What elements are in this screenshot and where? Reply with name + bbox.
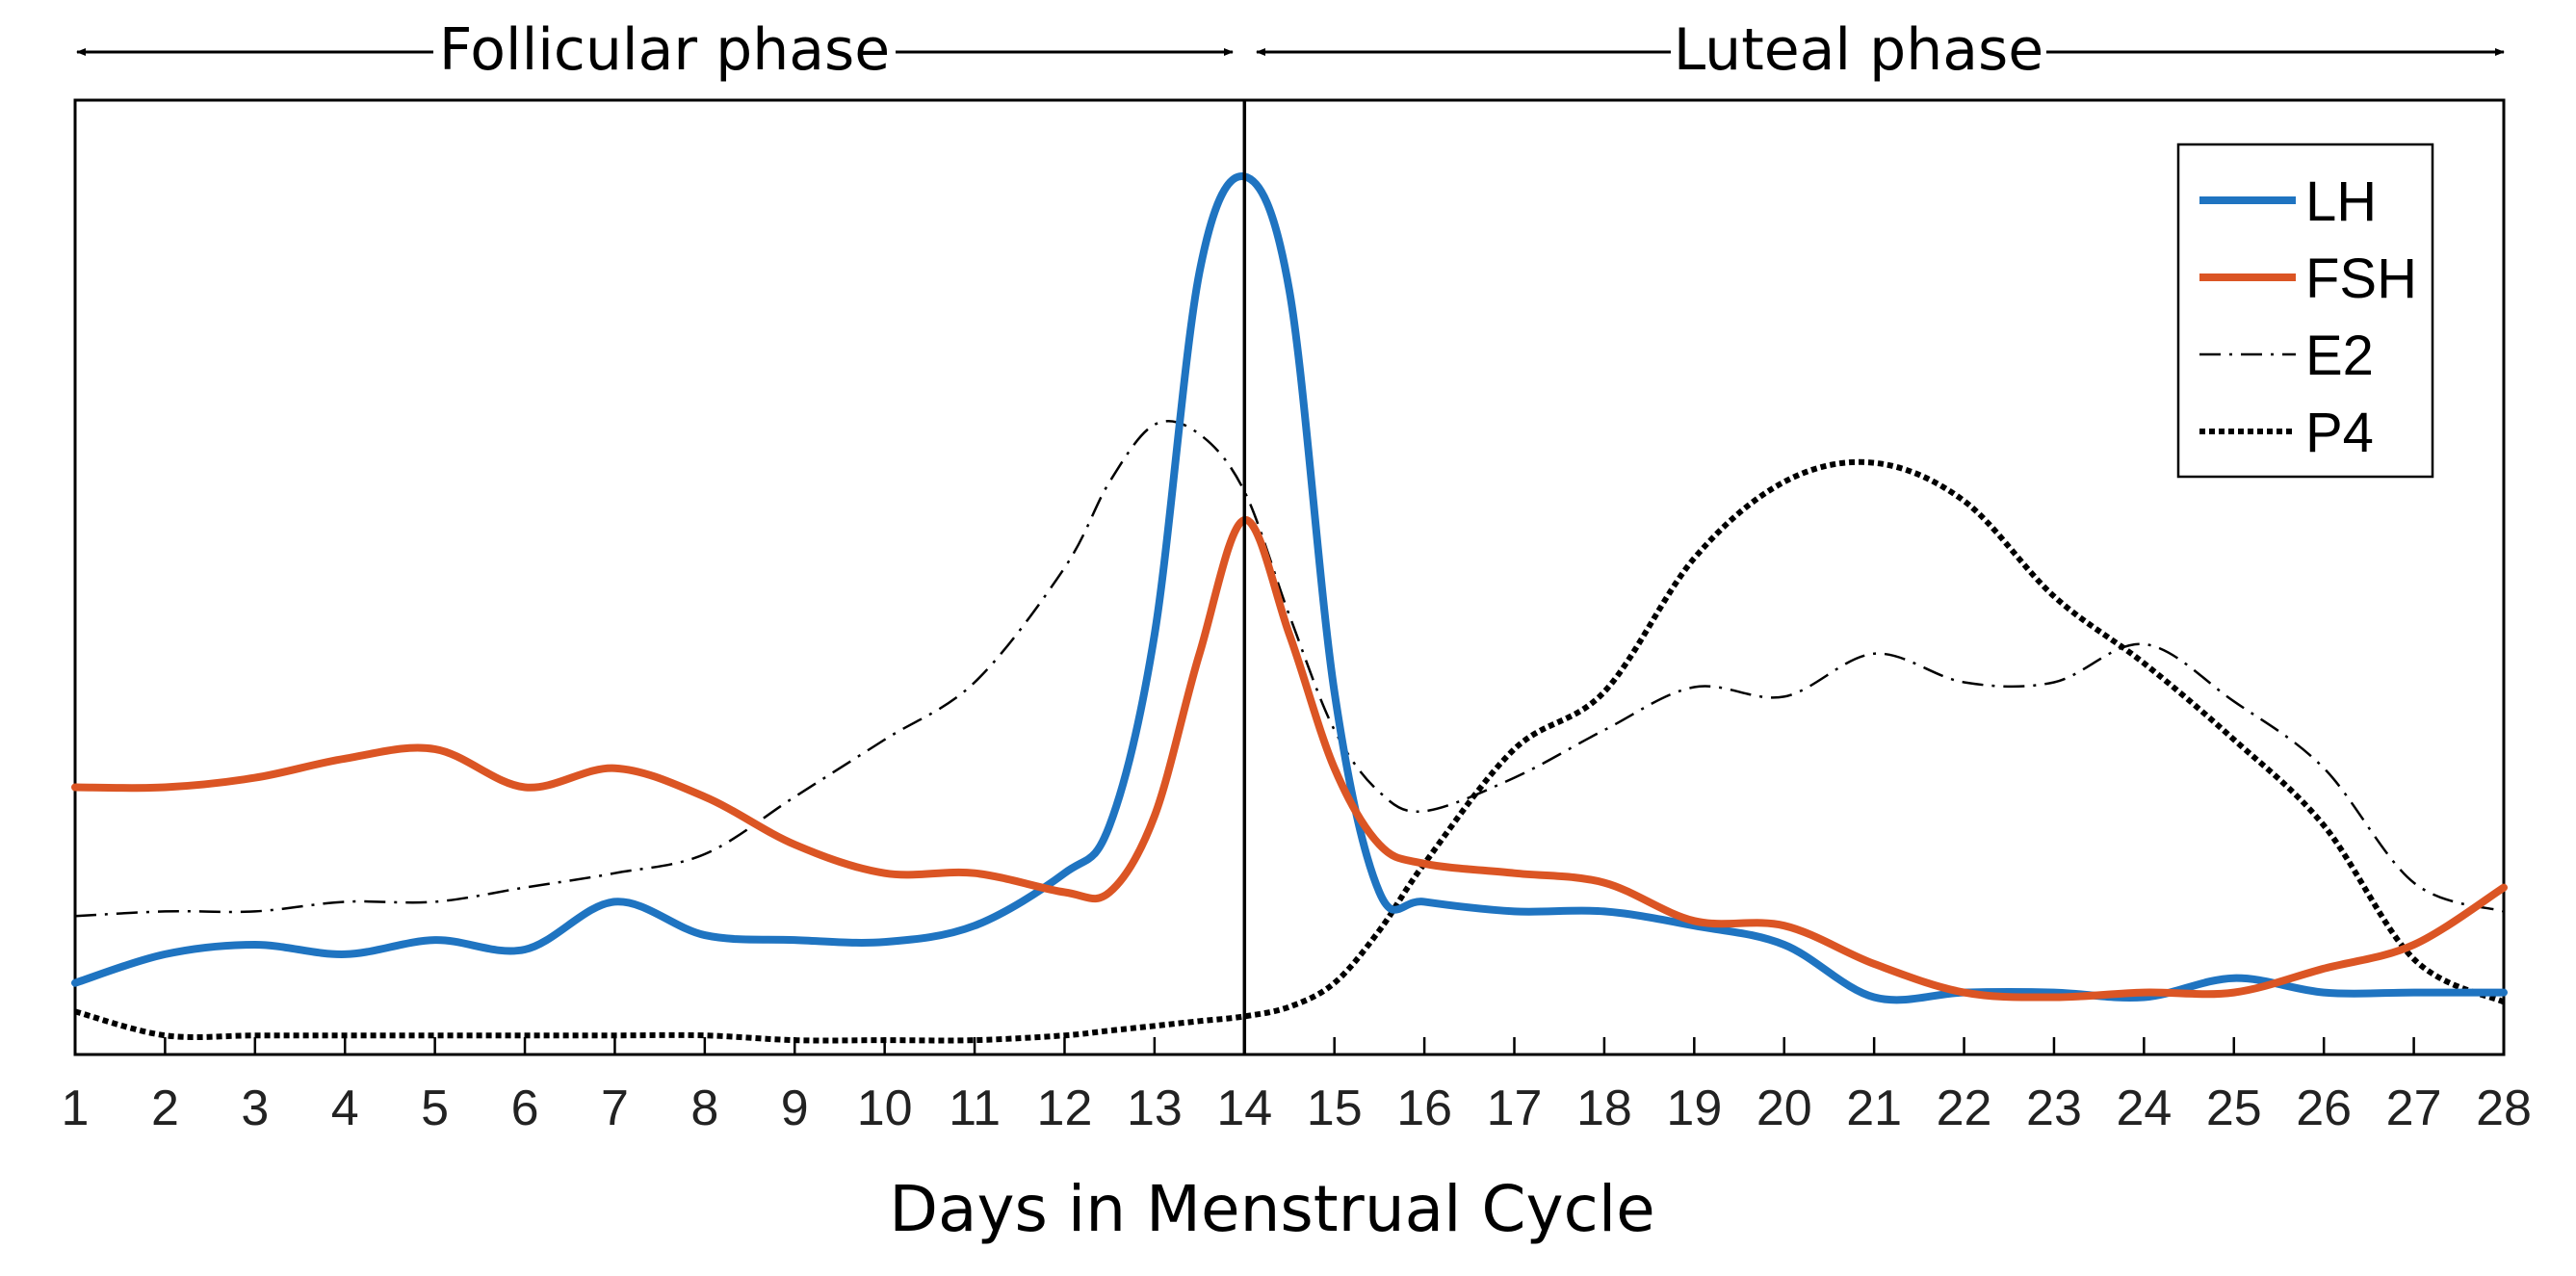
- x-tick-label: 14: [1216, 1081, 1272, 1136]
- x-tick-label: 24: [2116, 1081, 2172, 1136]
- x-tick-label: 18: [1576, 1081, 1632, 1136]
- x-tick-label: 8: [690, 1081, 718, 1136]
- follicular-phase-label: Follicular phase: [439, 16, 890, 84]
- x-tick-label: 22: [1937, 1081, 1992, 1136]
- x-tick-label: 15: [1307, 1081, 1363, 1136]
- x-tick-label: 5: [421, 1081, 449, 1136]
- x-tick-label: 13: [1127, 1081, 1183, 1136]
- x-axis-title: Days in Menstrual Cycle: [889, 1172, 1655, 1246]
- x-tick-label: 11: [949, 1081, 1001, 1136]
- x-tick-label: 1: [62, 1081, 90, 1136]
- x-tick-label: 19: [1666, 1081, 1722, 1136]
- p4-legend-label: P4: [2305, 402, 2374, 464]
- x-tick-label: 16: [1396, 1081, 1452, 1136]
- x-tick-label: 27: [2386, 1081, 2442, 1136]
- x-tick-label: 23: [2026, 1081, 2082, 1136]
- lh-legend-label: LH: [2305, 170, 2377, 233]
- x-tick-label: 17: [1487, 1081, 1543, 1136]
- legend: LH FSH E2 P4: [2176, 143, 2434, 479]
- fsh-series-line: [71, 516, 2508, 1002]
- x-tick-label: 21: [1846, 1081, 1902, 1136]
- series-lines: [71, 172, 2508, 1044]
- x-tick-label: 25: [2206, 1081, 2262, 1136]
- x-axis: 1 2 3 4 5 6 7 8 9 10 11 12 13 14 15 16 17 18 19 20 21 22 23 24 2…: [62, 1037, 2532, 1136]
- phase-header: Follicular phase Luteal phase: [76, 16, 2505, 84]
- x-tick-label: 26: [2296, 1081, 2352, 1136]
- x-tick-label: 2: [151, 1081, 179, 1136]
- x-tick-label: 6: [511, 1081, 539, 1136]
- fsh-legend-label: FSH: [2305, 247, 2417, 310]
- x-tick-label: 28: [2476, 1081, 2532, 1136]
- x-tick-label: 3: [241, 1081, 269, 1136]
- x-tick-label: 4: [331, 1081, 359, 1136]
- x-tick-label: 7: [601, 1081, 629, 1136]
- x-tick-label: 20: [1756, 1081, 1812, 1136]
- x-tick-label: 10: [857, 1081, 913, 1136]
- e2-legend-label: E2: [2305, 325, 2374, 387]
- luteal-phase-label: Luteal phase: [1674, 16, 2043, 84]
- x-tick-label: 12: [1037, 1081, 1093, 1136]
- e2-series-line: [74, 420, 2505, 918]
- plot-frame: [73, 98, 2506, 1056]
- p4-series-line: [74, 458, 2506, 1044]
- x-tick-label: 9: [781, 1081, 809, 1136]
